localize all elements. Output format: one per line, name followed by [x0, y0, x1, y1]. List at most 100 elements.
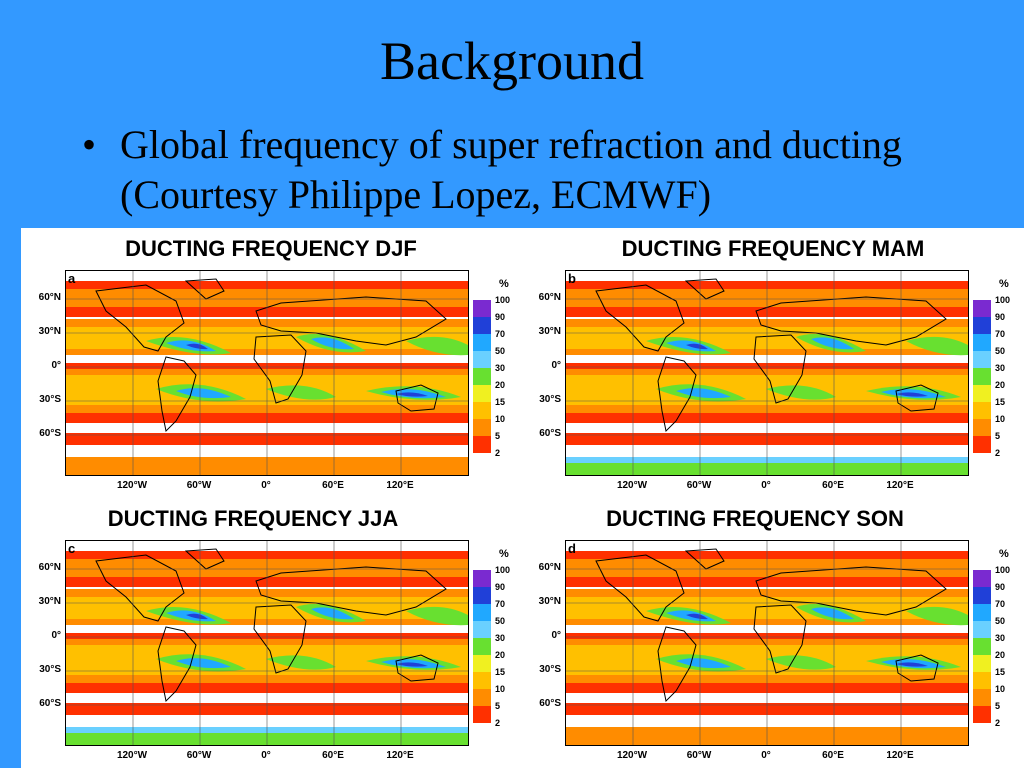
colorbar-swatch: [973, 317, 991, 334]
continent-outline: [253, 604, 307, 674]
colorbar-tick-label: 100: [495, 565, 511, 575]
longitude-label: 60°W: [186, 480, 212, 491]
latitude-label: 60°S: [39, 428, 61, 439]
world-map: b: [565, 270, 969, 476]
panel-title: DUCTING FREQUENCY DJF: [125, 236, 417, 261]
colorbar-swatch: [473, 334, 491, 351]
panel-title: DUCTING FREQUENCY JJA: [107, 506, 399, 531]
colorbar-tick-label: 70: [995, 599, 1006, 609]
longitude-label: 60°E: [822, 750, 844, 761]
continent-outline: [95, 284, 185, 352]
colorbar-unit: %: [499, 548, 509, 560]
map-panel-mam: DUCTING FREQUENCY MAM b 60°N 30°N 0° 30°S 60°…: [521, 228, 1021, 498]
colorbar-tick-label: 10: [995, 684, 1006, 694]
colorbar-swatch: [973, 368, 991, 385]
latitude-label: 60°S: [539, 698, 561, 709]
latitude-label: 30°N: [38, 596, 61, 607]
ducting-hotspot-max: [396, 392, 428, 397]
colorbar-swatch: [973, 672, 991, 689]
slide-title: Background: [380, 31, 644, 91]
colorbar-unit: %: [999, 548, 1009, 560]
longitude-label: 120°W: [616, 750, 648, 761]
ducting-hotspot-max: [686, 343, 708, 350]
colorbar-swatch: [973, 351, 991, 368]
continent-outline: [595, 284, 685, 352]
world-map-canvas: [566, 271, 968, 475]
ducting-hotspot-core: [811, 337, 854, 350]
world-map-canvas: [66, 541, 468, 745]
panel-letter: c: [68, 541, 76, 556]
latitude-label: 60°N: [38, 562, 61, 573]
colorbar-swatch: [973, 300, 991, 317]
colorbar-unit: %: [999, 278, 1009, 290]
longitude-label: 120°W: [616, 480, 648, 491]
continent-outline: [395, 384, 439, 412]
latitude-label: 0°: [51, 630, 61, 641]
panel-letter: b: [568, 271, 576, 286]
colorbar-tick-label: 100: [995, 565, 1011, 575]
latitude-label: 30°N: [538, 326, 561, 337]
colorbar-tick-label: 50: [495, 346, 506, 356]
colorbar-tick-label: 5: [995, 431, 1001, 441]
latitude-label: 60°S: [39, 698, 61, 709]
longitude-label: 120°W: [116, 480, 148, 491]
ducting-hotspot: [406, 336, 468, 356]
colorbar-swatch: [473, 300, 491, 317]
longitude-label: 0°: [761, 750, 771, 761]
colorbar-swatch: [473, 621, 491, 638]
ducting-hotspot-max: [896, 662, 928, 667]
colorbar-tick-label: 30: [495, 633, 506, 643]
colorbar-tick-label: 90: [995, 312, 1006, 322]
latitude-label: 60°N: [538, 562, 561, 573]
latitude-label: 30°N: [538, 596, 561, 607]
map-panel-son: DUCTING FREQUENCY SON d 60°N 30°N 0° 30°S 60°…: [521, 498, 1021, 768]
latitude-label: 0°: [51, 360, 61, 371]
latitude-label: 30°S: [39, 394, 61, 405]
longitude-label: 120°E: [386, 480, 414, 491]
ducting-hotspot-core: [176, 658, 231, 669]
ducting-hotspot: [766, 385, 836, 400]
world-map: d: [565, 540, 969, 746]
ducting-hotspot-max: [396, 662, 428, 667]
colorbar-swatch: [473, 419, 491, 436]
colorbar-tick-label: 2: [995, 448, 1001, 458]
colorbar-swatch: [473, 385, 491, 402]
ducting-hotspot: [406, 606, 468, 626]
longitude-label: 60°E: [822, 480, 844, 491]
colorbar-tick-label: 90: [995, 582, 1006, 592]
continent-outline: [657, 626, 697, 703]
continent-outline: [595, 554, 685, 622]
colorbar-tick-label: 50: [995, 616, 1006, 626]
colorbar-swatch: [973, 385, 991, 402]
latitude-label: 0°: [551, 360, 561, 371]
latitude-label: 0°: [551, 630, 561, 641]
longitude-label: 120°E: [886, 750, 914, 761]
colorbar-swatch: [473, 570, 491, 587]
colorbar-tick-label: 20: [995, 380, 1006, 390]
longitude-label: 0°: [761, 480, 771, 491]
colorbar-tick-label: 15: [495, 397, 506, 407]
ducting-hotspot-core: [176, 388, 231, 399]
colorbar-unit: %: [499, 278, 509, 290]
colorbar-tick-label: 30: [995, 633, 1006, 643]
continent-outline: [895, 384, 939, 412]
colorbar-swatch: [473, 368, 491, 385]
colorbar: 100 90 70 50 30 20 15 10 5 2: [973, 295, 1017, 470]
continent-outline: [157, 356, 197, 433]
panel-letter: d: [568, 541, 576, 556]
colorbar-tick-label: 90: [495, 312, 506, 322]
ducting-hotspot-max: [896, 392, 928, 397]
continent-outline: [657, 356, 697, 433]
ducting-hotspot-max: [186, 613, 208, 620]
colorbar-tick-label: 100: [495, 295, 511, 305]
ducting-hotspot-core: [676, 388, 731, 399]
colorbar-tick-label: 15: [995, 397, 1006, 407]
colorbar-tick-label: 70: [495, 329, 506, 339]
colorbar-swatch: [473, 604, 491, 621]
continent-outline: [753, 604, 807, 674]
colorbar-tick-label: 5: [495, 431, 501, 441]
colorbar-swatch: [973, 655, 991, 672]
map-panel-jja: DUCTING FREQUENCY JJA c 60°N 30°N 0° 30°S 60°…: [21, 498, 521, 768]
colorbar-tick-label: 50: [495, 616, 506, 626]
colorbar-swatch: [473, 638, 491, 655]
